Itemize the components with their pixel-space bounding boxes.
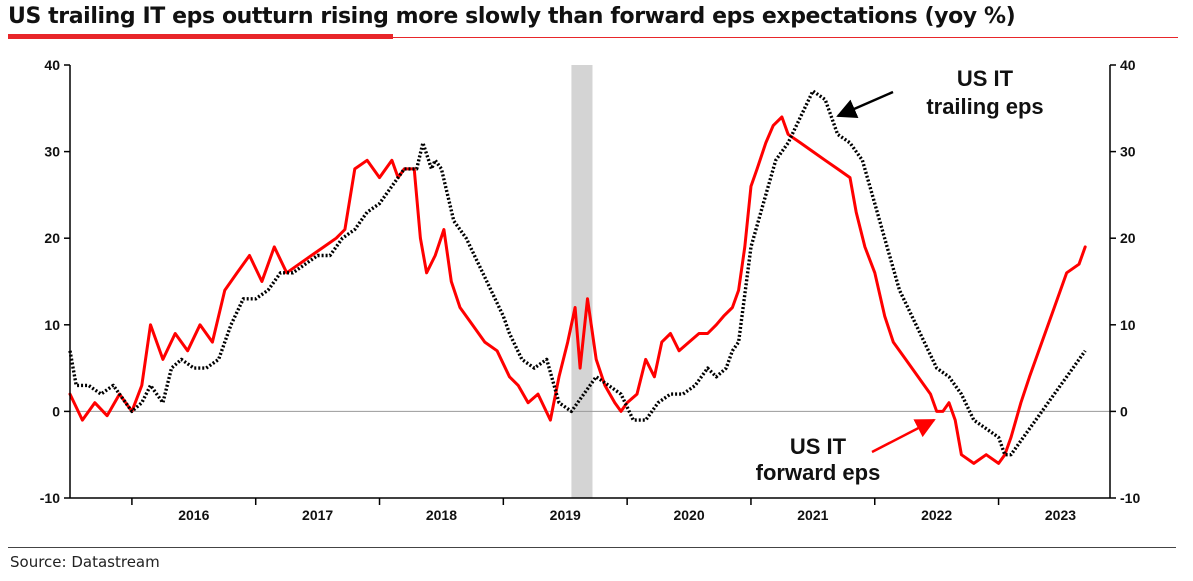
annotation-trailing-label: trailing eps [926,94,1043,119]
x-tick-label: 2019 [550,507,581,523]
chart-title: US trailing IT eps outturn rising more s… [8,4,1016,29]
y-tick-label-right: 20 [1120,230,1136,246]
y-tick-label-right: 30 [1120,144,1136,160]
x-tick-label: 2021 [797,507,828,523]
x-tick-label: 2023 [1045,507,1076,523]
series-line-forward [68,115,1087,465]
shaded-region [571,65,593,498]
x-tick-label: 2018 [426,507,457,523]
y-tick-label-right: -10 [1120,490,1140,506]
title-accent-bar [8,34,393,39]
x-tick-label: 2020 [673,507,704,523]
annotation-trailing-label: US IT [957,66,1014,91]
title-rule [8,37,1178,38]
annotation-forward-label: US IT [790,434,847,459]
y-tick-label-left: 20 [44,230,60,246]
annotation-trailing-arrow [836,90,894,118]
y-tick-label-right: 40 [1120,57,1136,73]
annotation-forward-label: forward eps [756,460,881,485]
y-tick-label-right: 0 [1120,403,1128,419]
x-tick-label: 2017 [302,507,333,523]
source-note: Source: Datastream [10,553,160,571]
annotation-forward-arrow [871,418,936,454]
y-tick-label-left: -10 [40,490,60,506]
series-line-trailing [68,89,1087,457]
x-tick-label: 2016 [178,507,209,523]
y-tick-label-left: 10 [44,317,60,333]
y-tick-label-right: 10 [1120,317,1136,333]
x-tick-label: 2022 [921,507,952,523]
source-rule [8,547,1176,548]
y-tick-label-left: 0 [52,403,60,419]
y-tick-label-left: 30 [44,144,60,160]
y-tick-label-left: 40 [44,57,60,73]
annotation-trailing: US IT trailing eps [836,66,1044,119]
